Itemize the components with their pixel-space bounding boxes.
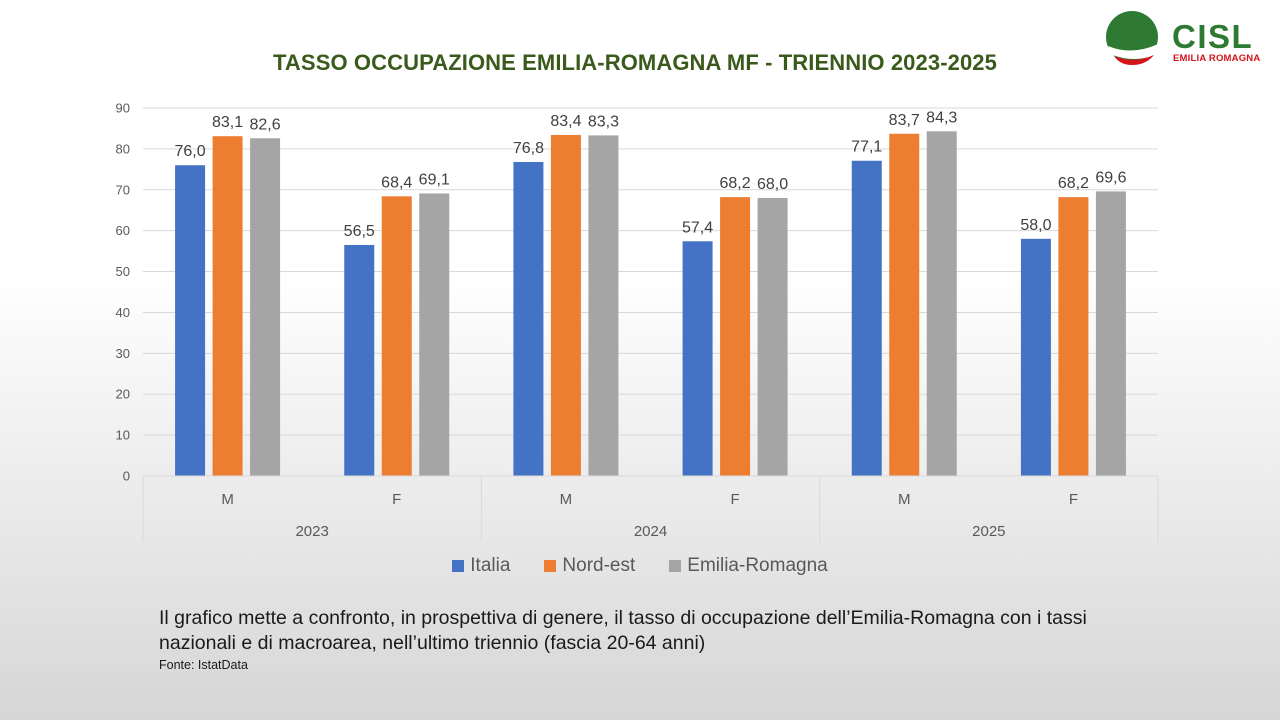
bar-nord-est [381, 196, 412, 476]
y-tick-label: 60 [116, 223, 130, 238]
data-label: 82,6 [250, 116, 281, 133]
y-tick-label: 30 [116, 346, 130, 361]
data-label: 69,6 [1095, 169, 1126, 186]
gridlines [143, 107, 1158, 477]
bar-nord-est [212, 136, 243, 477]
bar-emilia-romagna [926, 131, 957, 476]
bar-emilia-romagna [1095, 191, 1126, 476]
bar-chart: 0 10 20 30 40 50 60 70 80 90 76,0 83,1 82,6 56,5 68,4… [116, 101, 1159, 542]
bar-italia [513, 161, 544, 476]
data-labels: 76,0 83,1 82,6 56,5 68,4 69,1 76,8 83,4 83,3 57,4… [175, 109, 1127, 240]
bar-italia [851, 160, 882, 476]
legend-item: Nord-est [544, 555, 635, 577]
data-label: 57,4 [682, 219, 713, 236]
y-axis-ticks: 0 10 20 30 40 50 60 70 80 90 [116, 101, 130, 484]
x-axis: M F M F M F 2023 2024 2025 [142, 475, 1159, 542]
y-tick-label: 50 [116, 264, 130, 279]
data-label: 83,4 [550, 113, 581, 130]
legend-item: Italia [452, 555, 510, 577]
data-label: 76,8 [513, 140, 544, 157]
logo-region: EMILIA ROMAGNA [1173, 53, 1261, 64]
chart-legend: Italia Nord-est Emilia-Romagna [0, 554, 1280, 578]
bar-italia [682, 241, 713, 476]
bar-nord-est [550, 134, 581, 476]
y-tick-label: 90 [116, 101, 130, 116]
legend-label: Emilia-Romagna [687, 555, 828, 576]
data-label: 84,3 [926, 109, 957, 126]
legend-swatch [669, 560, 682, 572]
x-category-label: F [392, 491, 401, 508]
source-note: Fonte: IstatData [159, 658, 248, 672]
data-label: 83,1 [212, 114, 243, 131]
y-tick-label: 20 [116, 387, 130, 402]
x-category-label: M [560, 491, 573, 508]
x-group-label: 2025 [972, 523, 1005, 540]
x-category-label: F [1069, 491, 1078, 508]
x-category-label: M [898, 491, 911, 508]
chart-title: TASSO OCCUPAZIONE EMILIA-ROMAGNA MF - TR… [273, 50, 997, 75]
bar-italia [344, 244, 375, 476]
bars [175, 131, 1126, 477]
data-label: 68,2 [720, 175, 751, 192]
chart-caption: Il grafico mette a confronto, in prospet… [159, 607, 1087, 654]
legend-item: Emilia-Romagna [669, 555, 828, 577]
bar-emilia-romagna [757, 197, 788, 476]
bar-nord-est [1058, 197, 1089, 477]
bar-emilia-romagna [588, 135, 619, 476]
bar-emilia-romagna [250, 138, 281, 476]
x-category-label: F [730, 491, 739, 508]
logo-name: CISL [1172, 18, 1254, 55]
x-group-label: 2023 [295, 523, 328, 540]
data-label: 69,1 [419, 171, 450, 188]
bar-nord-est [889, 133, 920, 476]
data-label: 58,0 [1020, 217, 1051, 234]
y-tick-label: 80 [116, 141, 130, 156]
data-label: 83,3 [588, 113, 619, 130]
data-label: 76,0 [175, 143, 206, 160]
legend-label: Nord-est [562, 555, 636, 576]
x-group-label: 2024 [634, 523, 667, 540]
cisl-logo: CISL EMILIA ROMAGNA [1104, 10, 1274, 70]
x-category-label: M [221, 491, 234, 508]
y-tick-label: 10 [116, 428, 130, 443]
data-label: 68,0 [757, 176, 788, 193]
bar-italia [1020, 238, 1051, 476]
bar-emilia-romagna [419, 193, 450, 477]
bar-italia [175, 165, 206, 476]
data-label: 77,1 [851, 139, 882, 156]
legend-swatch [544, 560, 557, 572]
data-label: 68,4 [381, 174, 412, 191]
y-tick-label: 40 [116, 305, 130, 320]
y-tick-label: 0 [123, 469, 130, 484]
data-label: 83,7 [889, 112, 920, 129]
y-tick-label: 70 [116, 182, 130, 197]
legend-label: Italia [470, 555, 511, 576]
legend-swatch [452, 560, 465, 572]
data-label: 56,5 [344, 223, 375, 240]
bar-nord-est [720, 197, 751, 477]
data-label: 68,2 [1058, 175, 1089, 192]
cisl-logo-icon [1106, 11, 1158, 65]
